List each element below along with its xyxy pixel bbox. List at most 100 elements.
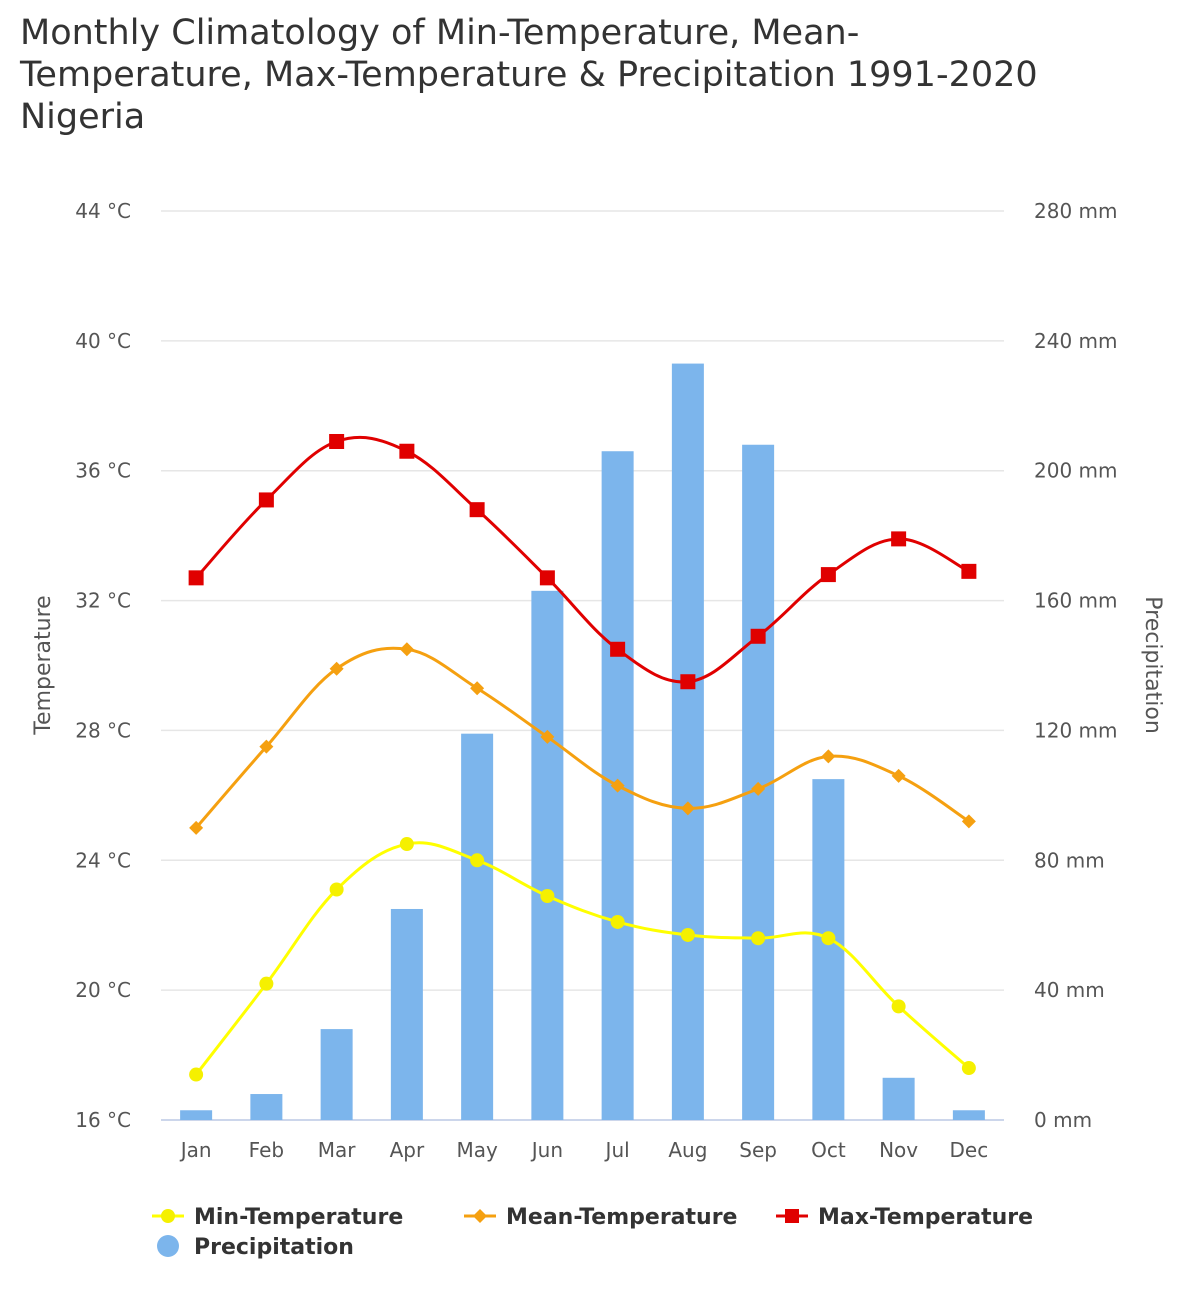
max-temperature-line	[195, 435, 970, 684]
chart-title-line-3: Nigeria	[20, 97, 146, 137]
x-tick-label: Dec	[950, 1138, 989, 1162]
legend-mean-marker	[473, 1209, 487, 1223]
y-right-tick-label: 240 mm	[1034, 329, 1118, 353]
y-left-tick-label: 16 °C	[75, 1108, 131, 1132]
legend-precip-label: Precipitation	[194, 1235, 354, 1260]
min-temperature-point[interactable]	[329, 882, 344, 897]
legend-max-label: Max-Temperature	[818, 1205, 1033, 1230]
precipitation-bar[interactable]	[461, 733, 494, 1120]
y-right-tick-label: 200 mm	[1034, 459, 1118, 483]
legend-min-label: Min-Temperature	[194, 1205, 403, 1230]
chart-title-line-1: Monthly Climatology of Min-Temperature, …	[20, 13, 860, 53]
legend-max-marker	[785, 1209, 799, 1223]
y-right-tick-label: 120 mm	[1034, 718, 1118, 742]
x-tick-label: Jan	[179, 1138, 212, 1162]
legend-min-marker	[161, 1209, 175, 1223]
legend-item-min-temperature[interactable]: Min-Temperature	[152, 1205, 403, 1230]
min-temperature-point[interactable]	[891, 999, 906, 1014]
precipitation-bar[interactable]	[671, 363, 704, 1120]
precipitation-bar[interactable]	[250, 1094, 283, 1120]
mean-temperature-point[interactable]	[961, 814, 976, 829]
precipitation-bar[interactable]	[390, 908, 423, 1120]
min-temperature-point[interactable]	[259, 976, 274, 991]
legend: Min-Temperature Mean-Temperature Max-Tem…	[152, 1205, 1033, 1260]
chart-title: Monthly Climatology of Min-Temperature, …	[20, 12, 1170, 138]
y-right-tick-label: 40 mm	[1034, 978, 1105, 1002]
x-tick-label: Jul	[604, 1138, 630, 1162]
max-temperature-point[interactable]	[469, 502, 485, 518]
y-left-tick-label: 36 °C	[75, 459, 131, 483]
precipitation-bar[interactable]	[882, 1077, 915, 1120]
chart-title-line-2: Temperature, Max-Temperature & Precipita…	[20, 55, 1038, 95]
temperature-markers	[188, 433, 977, 1082]
min-temperature-point[interactable]	[399, 837, 414, 852]
mean-temperature-point[interactable]	[399, 642, 414, 657]
mean-temperature-point[interactable]	[680, 801, 695, 816]
max-temperature-point[interactable]	[750, 628, 766, 644]
x-tick-label: Mar	[318, 1138, 357, 1162]
max-temperature-point[interactable]	[258, 492, 274, 508]
max-temperature-point[interactable]	[891, 531, 907, 547]
min-temperature-point[interactable]	[751, 931, 766, 946]
precipitation-bar[interactable]	[180, 1110, 213, 1120]
legend-item-max-temperature[interactable]: Max-Temperature	[776, 1205, 1033, 1230]
max-temperature-point[interactable]	[610, 641, 626, 657]
y-right-tick-label: 80 mm	[1034, 848, 1105, 872]
y-left-tick-label: 32 °C	[75, 589, 131, 613]
mean-temperature-point[interactable]	[610, 778, 625, 793]
legend-mean-label: Mean-Temperature	[506, 1205, 737, 1230]
legend-precip-marker	[157, 1235, 179, 1257]
min-temperature-point[interactable]	[470, 853, 485, 868]
precipitation-bar[interactable]	[812, 779, 845, 1120]
mean-temperature-point[interactable]	[540, 729, 555, 744]
x-tick-label: Sep	[739, 1138, 777, 1162]
mean-temperature-line	[194, 646, 970, 829]
y-left-tick-label: 20 °C	[75, 978, 131, 1002]
y-right-tick-label: 160 mm	[1034, 589, 1118, 613]
mean-temperature-point[interactable]	[329, 661, 344, 676]
axes: Temperature Precipitation 16 °C 0 mm 20 °C…	[31, 199, 1165, 1162]
mean-temperature-point[interactable]	[470, 681, 485, 696]
y-right-tick-label: 280 mm	[1034, 199, 1118, 223]
max-temperature-point[interactable]	[961, 563, 977, 579]
max-temperature-point[interactable]	[188, 570, 204, 586]
temperature-lines	[194, 435, 970, 1076]
precipitation-bar[interactable]	[320, 1029, 353, 1120]
mean-temperature-point[interactable]	[259, 739, 274, 754]
mean-temperature-point[interactable]	[751, 781, 766, 796]
min-temperature-point[interactable]	[961, 1061, 976, 1076]
max-temperature-point[interactable]	[820, 567, 836, 583]
precipitation-bars	[180, 363, 985, 1120]
precipitation-bar[interactable]	[531, 590, 564, 1120]
mean-temperature-point[interactable]	[821, 749, 836, 764]
x-tick-label: Feb	[249, 1138, 284, 1162]
max-temperature-point[interactable]	[329, 433, 345, 449]
grid-layer	[161, 210, 1004, 1121]
y-left-tick-label: 24 °C	[75, 848, 131, 872]
x-tick-label: May	[456, 1138, 498, 1162]
max-temperature-point[interactable]	[539, 570, 555, 586]
y-axis-right-title: Precipitation	[1140, 596, 1165, 734]
min-temperature-point[interactable]	[189, 1067, 204, 1082]
precipitation-bar[interactable]	[952, 1110, 985, 1120]
x-tick-label: Jun	[530, 1138, 563, 1162]
legend-item-mean-temperature[interactable]: Mean-Temperature	[464, 1205, 737, 1230]
mean-temperature-point[interactable]	[189, 820, 204, 835]
x-tick-label: Nov	[879, 1138, 918, 1162]
min-temperature-point[interactable]	[610, 914, 625, 929]
y-left-tick-label: 40 °C	[75, 329, 131, 353]
min-temperature-line	[194, 841, 970, 1076]
max-temperature-point[interactable]	[680, 674, 696, 690]
min-temperature-point[interactable]	[821, 931, 836, 946]
min-temperature-point[interactable]	[540, 888, 555, 903]
max-temperature-point[interactable]	[399, 443, 415, 459]
y-axis-left-title: Temperature	[31, 595, 56, 735]
x-tick-label: Apr	[390, 1138, 425, 1162]
mean-temperature-point[interactable]	[891, 768, 906, 783]
x-tick-label: Aug	[668, 1138, 707, 1162]
y-left-tick-label: 28 °C	[75, 718, 131, 742]
legend-item-precipitation[interactable]: Precipitation	[157, 1235, 354, 1260]
min-temperature-point[interactable]	[680, 927, 695, 942]
